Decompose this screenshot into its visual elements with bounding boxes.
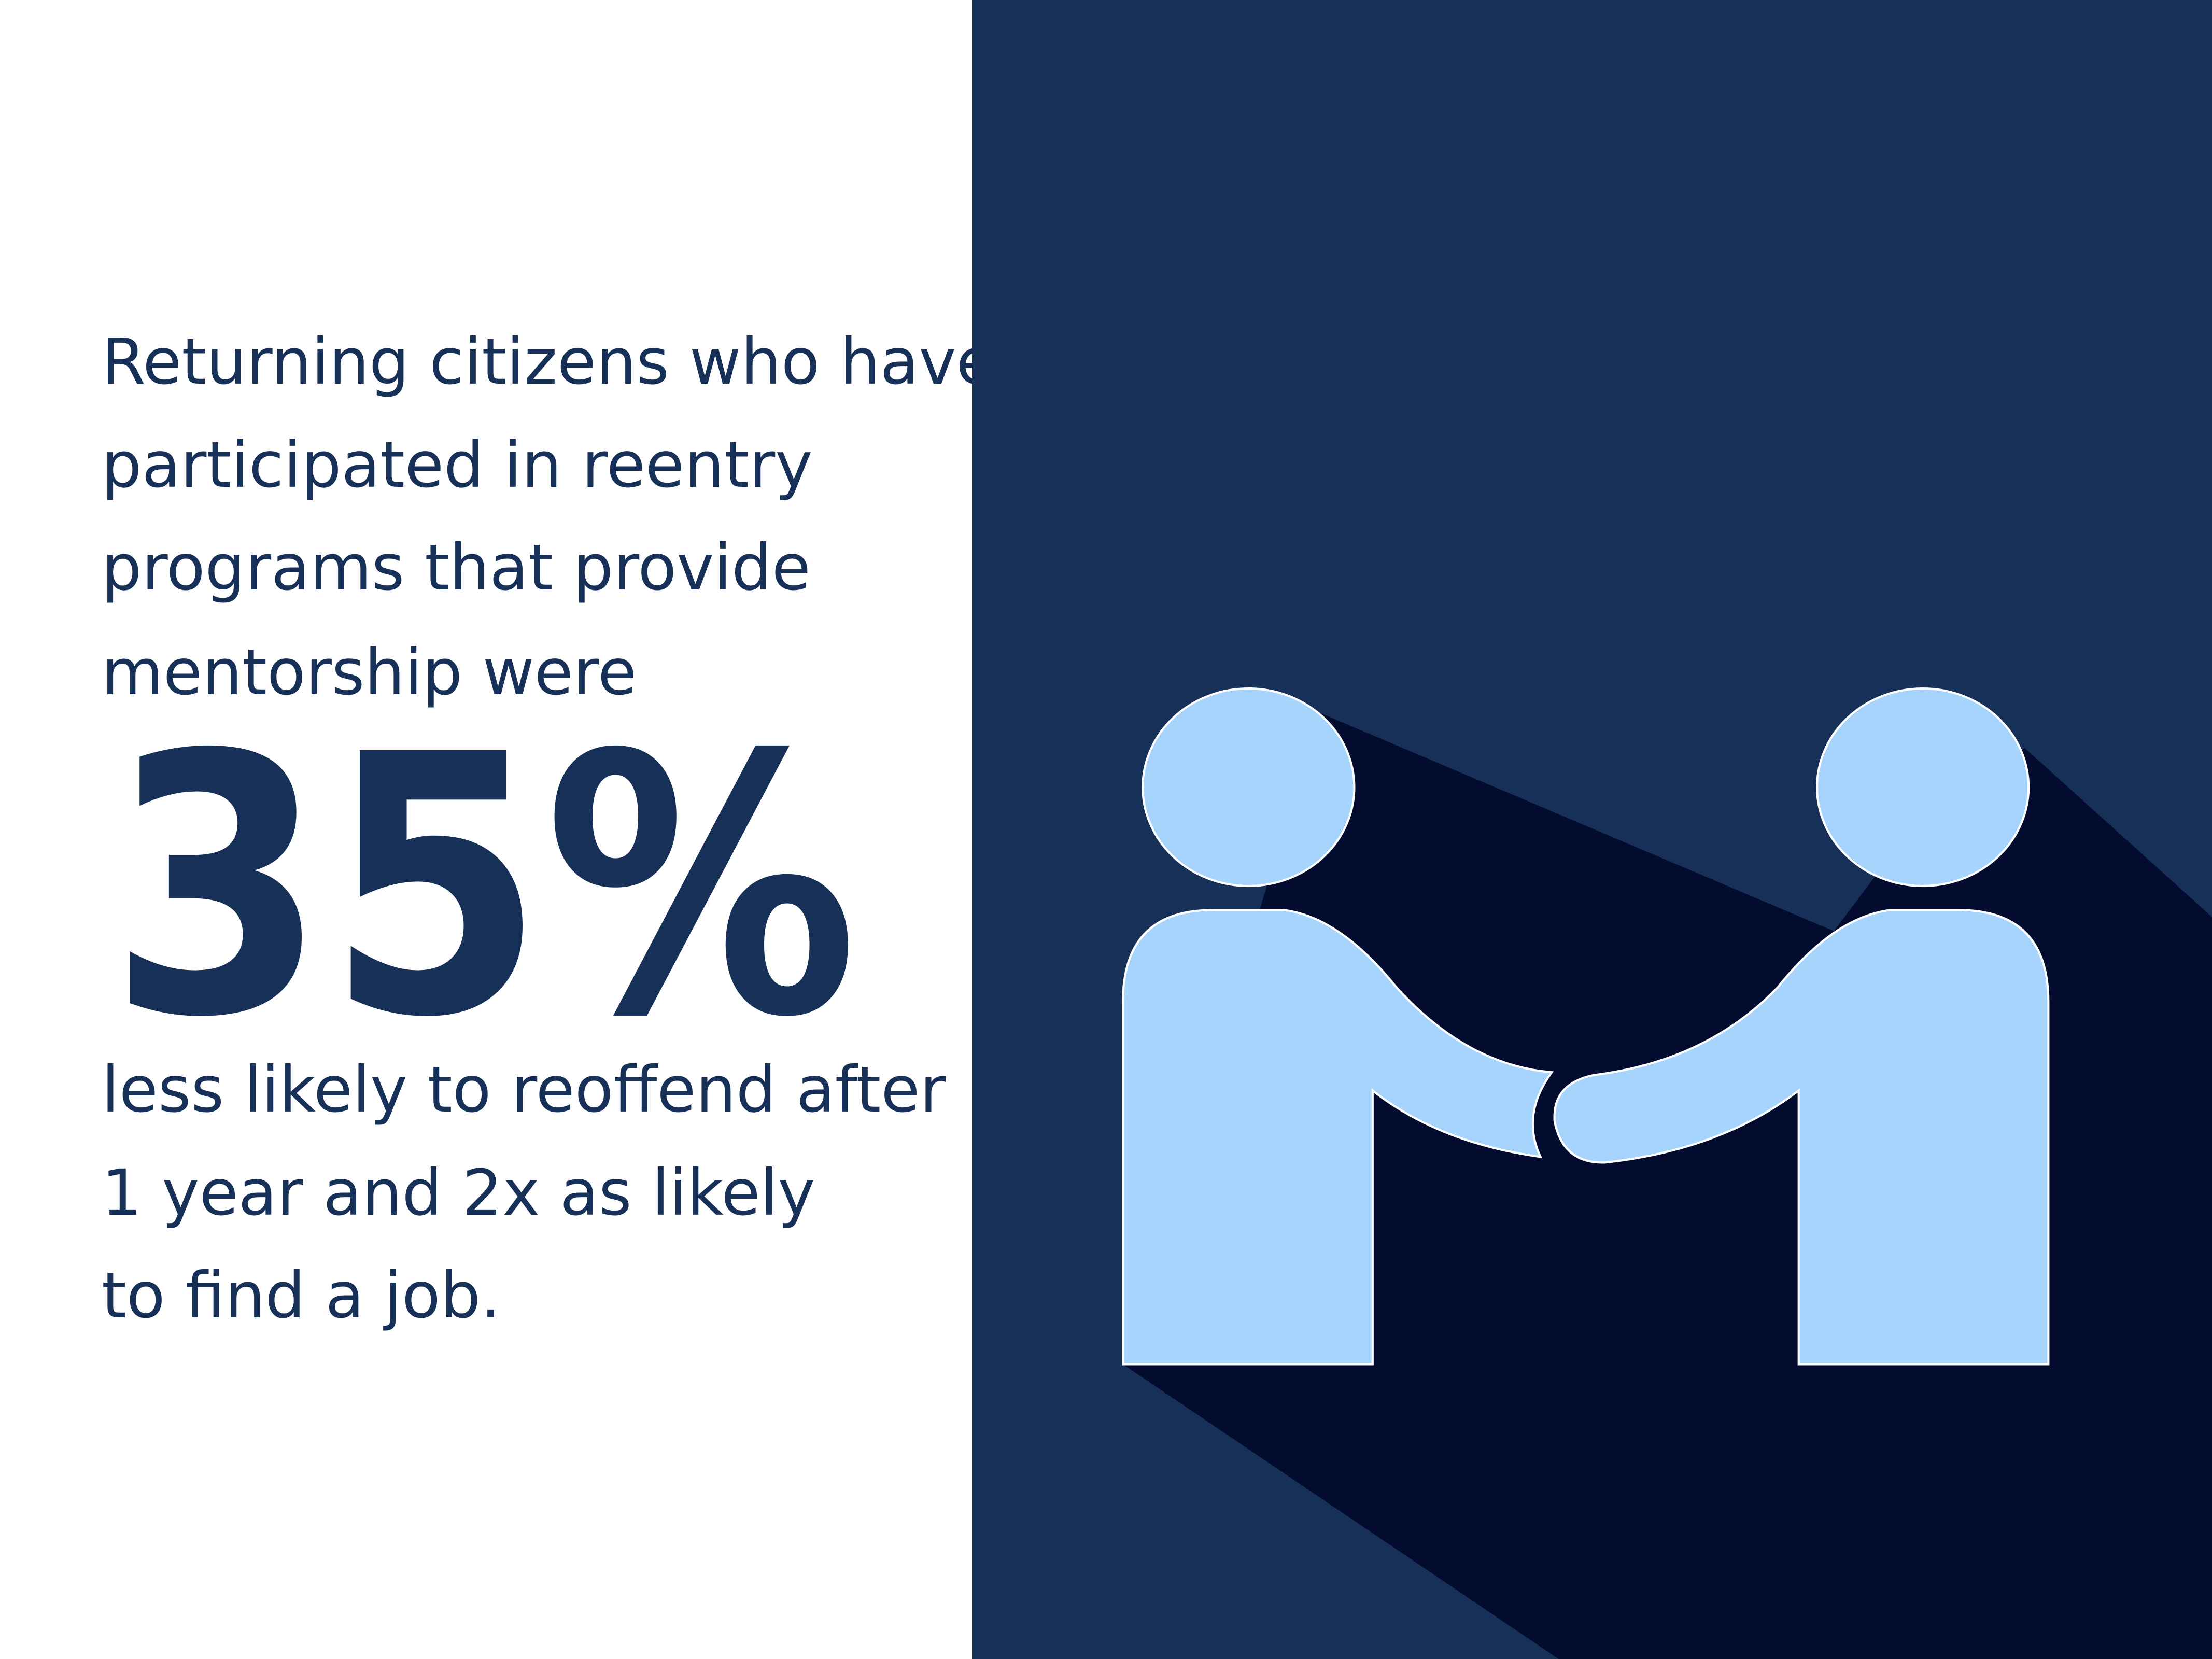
intro-line: programs that provide (102, 531, 811, 604)
outro-line: to find a job. (102, 1259, 501, 1332)
right-body (1553, 909, 2050, 1366)
intro-line: participated in reentry (102, 428, 813, 502)
left-body (1122, 909, 1554, 1366)
intro-line: mentorship were (102, 636, 637, 709)
left-panel (0, 0, 972, 1659)
intro-line: Returning citizens who have (102, 325, 995, 399)
stat: 35% (109, 679, 858, 1095)
left-head (1142, 687, 1356, 888)
outro-line: less likely to reoffend after (102, 1053, 946, 1127)
outro-line: 1 year and 2x as likely (102, 1156, 815, 1230)
right-head (1815, 687, 2030, 888)
handshake-icon (1122, 687, 2212, 1659)
